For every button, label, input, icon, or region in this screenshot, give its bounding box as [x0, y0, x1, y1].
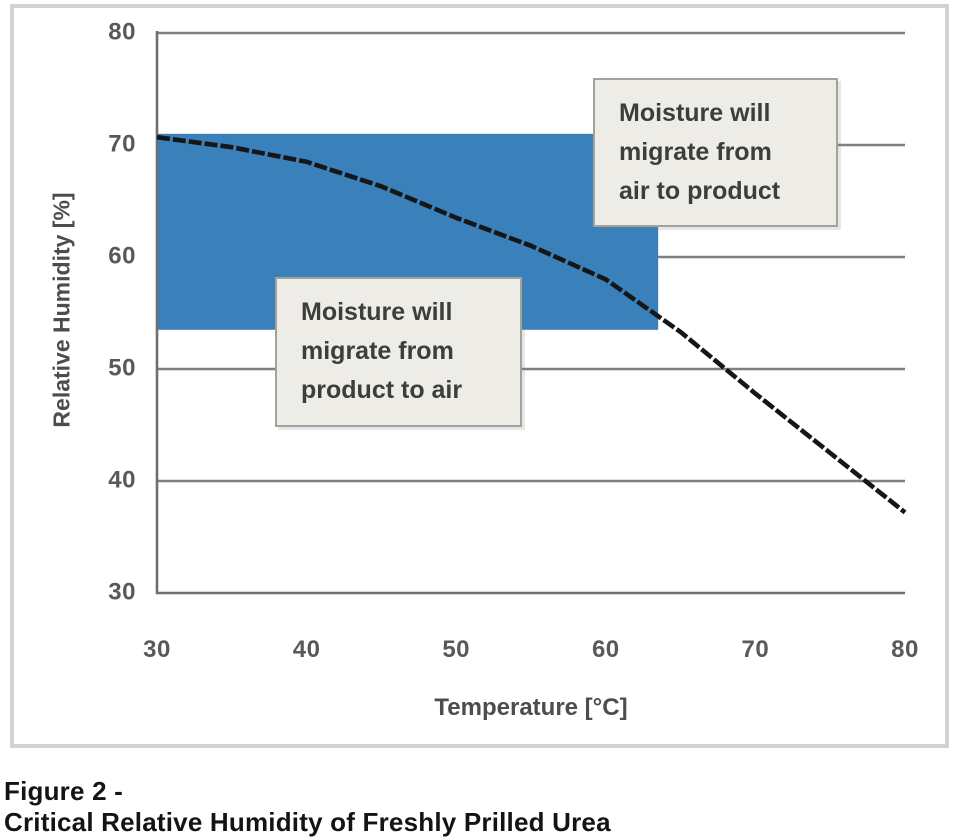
x-tick-label-60: 60 [591, 636, 620, 663]
y-tick-label-50: 50 [108, 354, 136, 382]
y-tick-label-70: 70 [108, 130, 136, 158]
figure-caption-line2: Critical Relative Humidity of Freshly Pr… [4, 807, 611, 837]
annotation-line: migrate from [619, 138, 772, 166]
figure-caption-line1: Figure 2 - [4, 776, 124, 806]
figure-caption: Figure 2 - Critical Relative Humidity of… [4, 776, 611, 838]
annotation-product-to-air: Moisture will migrate from product to ai… [275, 277, 522, 427]
annotation-line: Moisture will [619, 99, 771, 127]
annotation-line: Moisture will [301, 298, 453, 326]
y-tick-label-80: 80 [108, 18, 136, 46]
annotation-line: air to product [619, 177, 781, 205]
y-tick-label-30: 30 [108, 578, 136, 606]
y-tick-label-40: 40 [108, 466, 136, 494]
x-tick-label-40: 40 [292, 636, 321, 663]
y-tick-label-60: 60 [108, 242, 136, 270]
x-tick-label-80: 80 [891, 636, 919, 663]
x-tick-label-30: 30 [143, 636, 171, 663]
annotation-air-to-product: Moisture will migrate from air to produc… [593, 78, 838, 227]
figure-frame: 30 40 50 60 70 80 30 40 50 60 70 80 Relative Humid… [10, 4, 949, 748]
crh-curve [156, 134, 907, 515]
annotation-line: product to air [301, 376, 463, 404]
axis-lines [155, 31, 905, 595]
y-axis-title: Relative Humidity [%] [48, 192, 75, 428]
annotation-line: migrate from [301, 337, 454, 365]
x-tick-label-70: 70 [741, 636, 770, 663]
x-axis-title: Temperature [°C] [434, 694, 628, 721]
x-tick-label-50: 50 [442, 636, 471, 663]
